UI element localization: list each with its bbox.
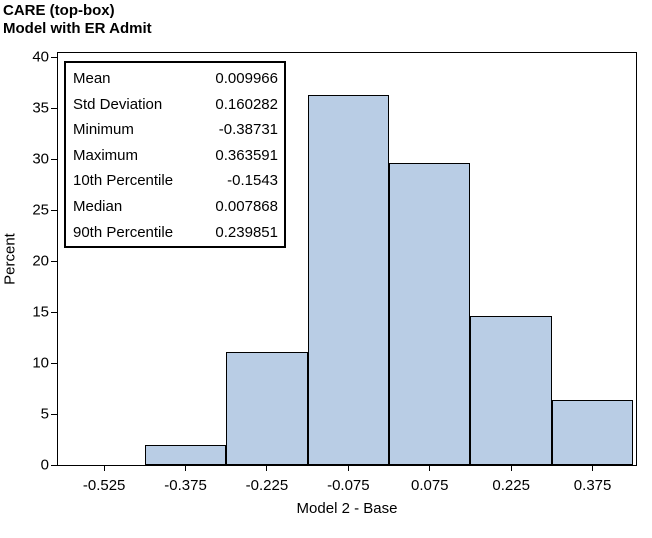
stat-row: Median 0.007868: [73, 194, 278, 220]
y-axis-tick-label: 15: [32, 303, 49, 321]
x-axis-tick: [510, 465, 512, 471]
y-axis-tick-label: 35: [32, 99, 49, 117]
stat-value: -0.38731: [218, 121, 278, 139]
x-axis-tick: [592, 465, 594, 471]
y-axis-tick: [51, 413, 57, 415]
y-axis-tick-label: 20: [32, 252, 49, 270]
x-axis-tick-label: -0.375: [164, 477, 207, 494]
y-axis-tick: [51, 158, 57, 160]
x-axis-title: Model 2 - Base: [296, 500, 398, 517]
y-axis-tick-label: 25: [32, 201, 49, 219]
histogram-bar: [470, 316, 552, 465]
stat-label: 90th Percentile: [73, 223, 174, 241]
y-axis-tick: [51, 56, 57, 58]
histogram-bar: [551, 399, 634, 465]
histogram-bar: [226, 351, 308, 465]
stat-label: 10th Percentile: [73, 172, 174, 190]
stat-row: Mean 0.009966: [73, 66, 278, 92]
stat-row: Minimum -0.38731: [73, 117, 278, 143]
stat-label: Maximum: [73, 146, 139, 164]
x-axis-tick-label: 0.225: [492, 477, 530, 494]
histogram-bar: [307, 94, 390, 465]
stat-value: 0.239851: [215, 223, 278, 241]
x-axis-tick: [185, 465, 187, 471]
y-axis-tick-label: 10: [32, 354, 49, 372]
y-axis-tick-label: 5: [40, 405, 49, 423]
y-axis-tick: [51, 464, 57, 466]
plot-area: Percent Model 2 - Base Mean 0.009966 Std D…: [2, 49, 637, 517]
stat-value: -0.1543: [227, 172, 278, 190]
chart-title-line1: CARE (top-box): [3, 2, 115, 19]
x-axis-tick-label: -0.525: [82, 477, 126, 494]
y-axis-tick: [51, 362, 57, 364]
x-axis-tick: [266, 465, 268, 471]
y-axis-tick-label: 0: [40, 456, 49, 474]
y-axis-tick: [51, 209, 57, 211]
stat-row: 90th Percentile 0.239851: [73, 220, 278, 246]
histogram-bar: [144, 444, 227, 465]
stat-row: Std Deviation 0.160282: [73, 92, 278, 118]
stats-inset-box: Mean 0.009966 Std Deviation 0.160282 Minimum…: [64, 61, 286, 248]
x-axis-tick: [429, 465, 431, 471]
stat-value: 0.160282: [215, 95, 278, 113]
stat-label: Std Deviation: [73, 95, 163, 113]
y-axis-title: Percent: [1, 233, 19, 285]
stat-row: 10th Percentile -0.1543: [73, 168, 278, 194]
stat-value: 0.363591: [215, 146, 278, 164]
x-axis-tick: [347, 465, 349, 471]
y-axis-tick: [51, 107, 57, 109]
y-axis-tick: [51, 311, 57, 313]
x-axis-tick: [103, 465, 105, 471]
stat-value: 0.007868: [215, 197, 278, 215]
x-axis-tick-label: 0.075: [410, 477, 449, 494]
stat-label: Mean: [73, 70, 111, 87]
x-axis-tick-label: -0.225: [245, 477, 289, 494]
x-axis-tick-label: 0.375: [573, 477, 612, 494]
y-axis-tick-label: 40: [32, 48, 49, 66]
y-axis-tick: [51, 260, 57, 262]
stat-label: Median: [73, 197, 123, 215]
stat-value: 0.009966: [215, 70, 278, 87]
stat-row: Maximum 0.363591: [73, 143, 278, 169]
chart-title-line2: Model with ER Admit: [3, 20, 152, 37]
histogram-bar: [389, 163, 471, 465]
stat-label: Minimum: [73, 121, 134, 139]
y-axis-tick-label: 30: [32, 150, 49, 168]
x-axis-tick-label: -0.075: [327, 477, 370, 494]
